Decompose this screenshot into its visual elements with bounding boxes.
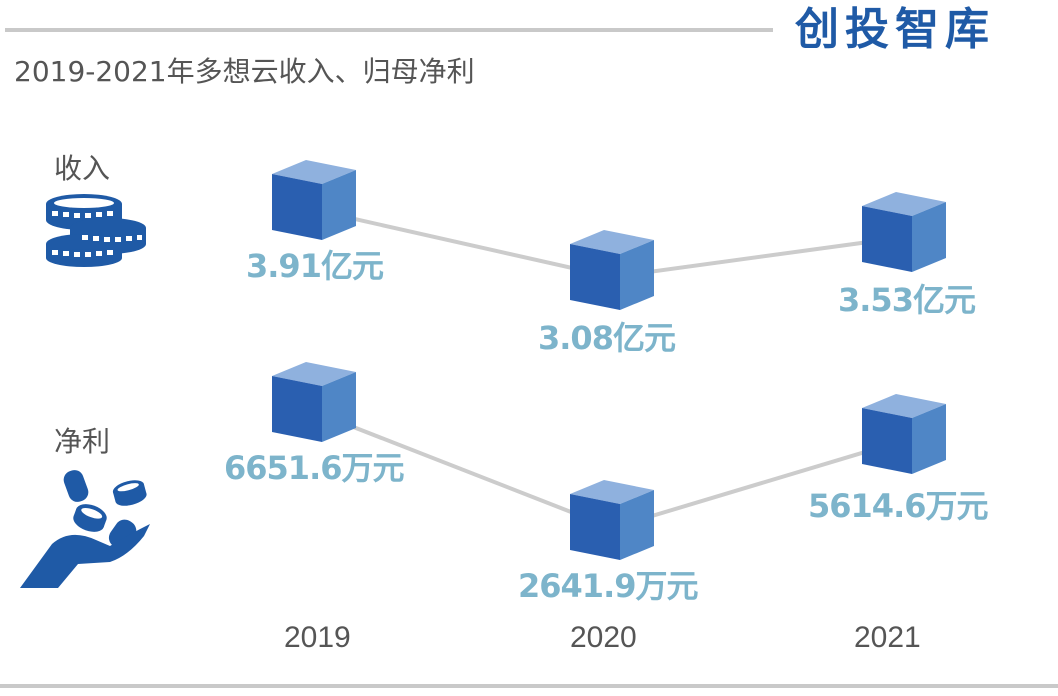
cube-profit-2021 — [862, 394, 946, 474]
cube-revenue-2020 — [570, 230, 654, 310]
cube-revenue-2019 — [272, 160, 356, 240]
cube-profit-2020 — [570, 480, 654, 560]
cube-revenue-2021 — [862, 192, 946, 272]
top-rule — [5, 28, 773, 32]
cube-profit-2019 — [272, 362, 356, 442]
value-revenue-2019: 3.91亿元 — [246, 247, 384, 285]
value-revenue-2021: 3.53亿元 — [838, 281, 976, 319]
value-revenue-2020: 3.08亿元 — [538, 319, 676, 357]
row-label-revenue: 收入 — [54, 152, 111, 185]
bottom-rule — [0, 684, 1058, 688]
x-tick-2020: 2020 — [570, 621, 637, 654]
chart-title: 2019-2021年多想云收入、归母净利 — [14, 55, 475, 88]
hand-coins-icon — [20, 470, 150, 588]
value-profit-2019: 6651.6万元 — [224, 449, 404, 487]
coins-stack-icon — [46, 194, 146, 267]
x-tick-2021: 2021 — [854, 621, 921, 654]
x-tick-2019: 2019 — [284, 621, 351, 654]
row-label-profit: 净利 — [54, 425, 111, 458]
value-profit-2020: 2641.9万元 — [518, 567, 698, 605]
brand-logo: 创投智库 — [795, 4, 995, 55]
value-profit-2021: 5614.6万元 — [808, 487, 988, 525]
